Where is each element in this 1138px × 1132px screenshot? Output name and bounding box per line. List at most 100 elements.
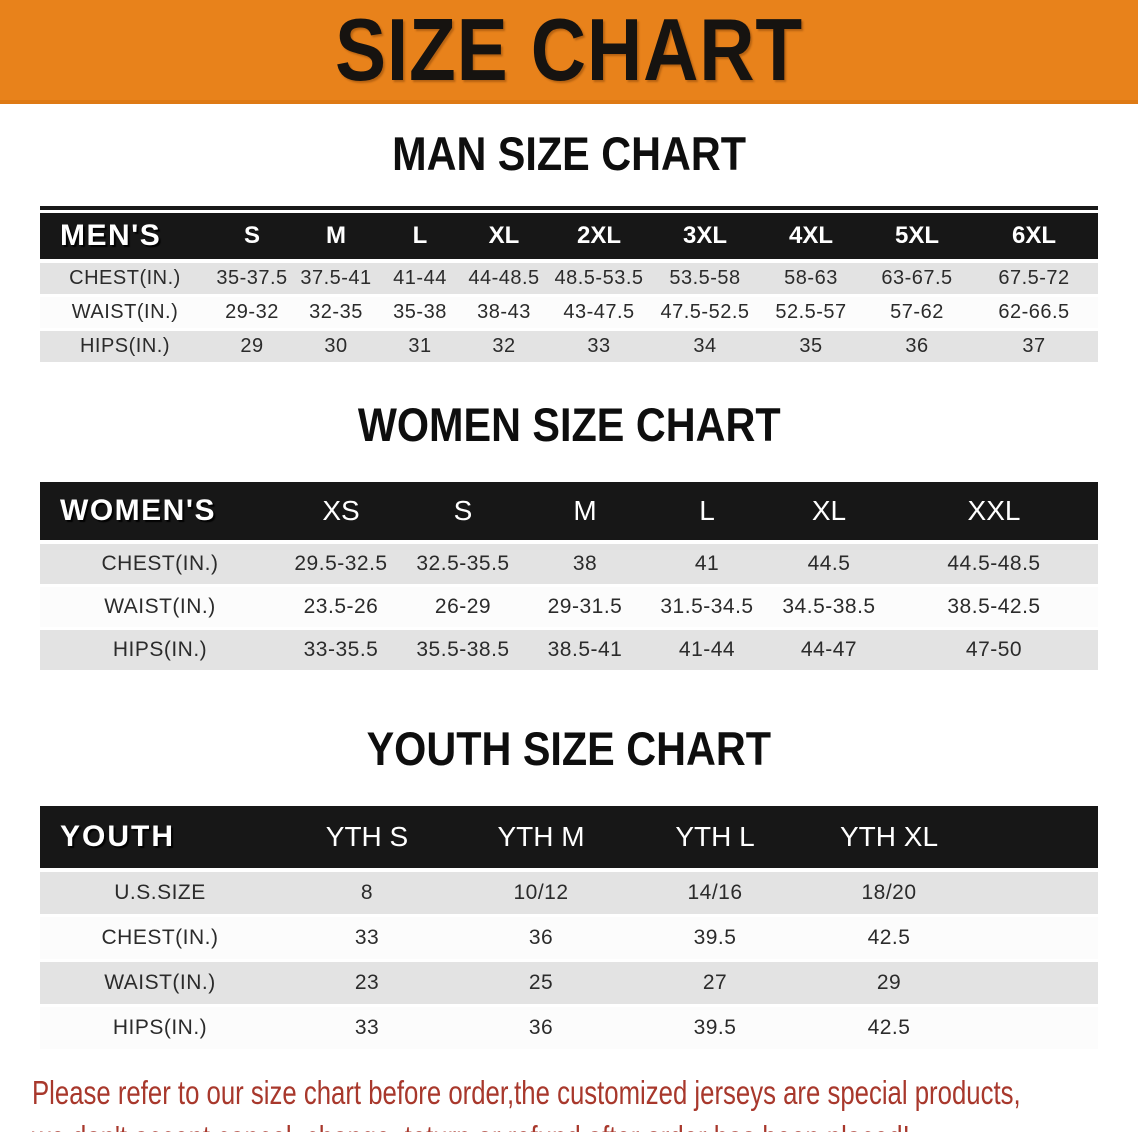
row-label-cell: HIPS(IN.) <box>40 1007 280 1052</box>
women-section-title: WOMEN SIZE CHART <box>0 399 1138 460</box>
value-cell: 29 <box>210 331 294 365</box>
value-cell: 67.5-72 <box>970 263 1098 297</box>
row-label-cell: U.S.SIZE <box>40 872 280 917</box>
value-cell: 29-32 <box>210 297 294 331</box>
youth-section-title-text: YOUTH SIZE CHART <box>366 722 772 775</box>
table-header-row: WOMEN'S XS S M L XL XXL <box>40 482 1098 544</box>
youth-size-table: YOUTH YTH S YTH M YTH L YTH XL U.S.SIZE 8 10/12… <box>40 806 1098 1052</box>
table-row: CHEST(IN.) 29.5-32.5 32.5-35.5 38 41 44.5 44.5… <box>40 544 1098 587</box>
value-cell: 38.5-41 <box>524 630 646 673</box>
value-cell: 48.5-53.5 <box>546 263 652 297</box>
table-row: CHEST(IN.) 33 36 39.5 42.5 <box>40 917 1098 962</box>
value-cell: 38-43 <box>462 297 546 331</box>
value-cell: 32.5-35.5 <box>402 544 524 587</box>
spacer-cell <box>976 872 1098 917</box>
value-cell: 33-35.5 <box>280 630 402 673</box>
group-label-cell: YOUTH <box>40 806 280 872</box>
value-cell: 38 <box>524 544 646 587</box>
column-header-cell: S <box>210 213 294 263</box>
value-cell: 38.5-42.5 <box>890 587 1098 630</box>
value-cell: 31.5-34.5 <box>646 587 768 630</box>
value-cell: 44.5 <box>768 544 890 587</box>
table-row: WAIST(IN.) 29-32 32-35 35-38 38-43 43-47.5 47.… <box>40 297 1098 331</box>
value-cell: 44.5-48.5 <box>890 544 1098 587</box>
value-cell: 35-38 <box>378 297 462 331</box>
value-cell: 42.5 <box>802 917 976 962</box>
column-header-cell: XL <box>462 213 546 263</box>
column-header-cell: YTH XL <box>802 806 976 872</box>
value-cell: 41-44 <box>646 630 768 673</box>
men-section-title-text: MAN SIZE CHART <box>392 127 746 180</box>
women-section-title-text: WOMEN SIZE CHART <box>357 398 781 451</box>
value-cell: 30 <box>294 331 378 365</box>
value-cell: 36 <box>454 917 628 962</box>
value-cell: 23.5-26 <box>280 587 402 630</box>
value-cell: 36 <box>454 1007 628 1052</box>
value-cell: 52.5-57 <box>758 297 864 331</box>
row-label-cell: CHEST(IN.) <box>40 917 280 962</box>
value-cell: 29-31.5 <box>524 587 646 630</box>
value-cell: 32-35 <box>294 297 378 331</box>
value-cell: 53.5-58 <box>652 263 758 297</box>
women-size-table: WOMEN'S XS S M L XL XXL CHEST(IN.) 29.5-32.5 32.5… <box>40 482 1098 673</box>
value-cell: 39.5 <box>628 1007 802 1052</box>
column-header-cell: L <box>646 482 768 544</box>
column-header-cell: YTH S <box>280 806 454 872</box>
value-cell: 41 <box>646 544 768 587</box>
value-cell: 35 <box>758 331 864 365</box>
value-cell: 44-47 <box>768 630 890 673</box>
value-cell: 34 <box>652 331 758 365</box>
group-label-cell: MEN'S <box>40 213 210 263</box>
column-header-cell: XL <box>768 482 890 544</box>
spacer-cell <box>976 917 1098 962</box>
table-row: HIPS(IN.) 33 36 39.5 42.5 <box>40 1007 1098 1052</box>
column-header-cell: YTH L <box>628 806 802 872</box>
table-row: HIPS(IN.) 33-35.5 35.5-38.5 38.5-41 41-44 44-… <box>40 630 1098 673</box>
table-header-row: MEN'S S M L XL 2XL 3XL 4XL 5XL 6XL <box>40 213 1098 263</box>
column-header-cell: S <box>402 482 524 544</box>
table-row: WAIST(IN.) 23.5-26 26-29 29-31.5 31.5-34.5 34… <box>40 587 1098 630</box>
value-cell: 32 <box>462 331 546 365</box>
value-cell: 27 <box>628 962 802 1007</box>
column-header-cell: YTH M <box>454 806 628 872</box>
value-cell: 34.5-38.5 <box>768 587 890 630</box>
disclaimer-line-1: Please refer to our size chart before or… <box>32 1074 1021 1111</box>
value-cell: 41-44 <box>378 263 462 297</box>
row-label-cell: CHEST(IN.) <box>40 263 210 297</box>
column-header-cell: L <box>378 213 462 263</box>
value-cell: 57-62 <box>864 297 970 331</box>
section-women: WOMEN SIZE CHART WOMEN'S XS S M L XL XXL CHEST(… <box>0 399 1138 673</box>
value-cell: 33 <box>280 1007 454 1052</box>
column-header-cell: XS <box>280 482 402 544</box>
column-header-cell: 5XL <box>864 213 970 263</box>
row-label-cell: WAIST(IN.) <box>40 587 280 630</box>
section-men: MAN SIZE CHART MEN'S S M L XL 2XL 3XL 4XL 5XL 6XL… <box>0 128 1138 365</box>
row-label-cell: WAIST(IN.) <box>40 962 280 1007</box>
disclaimer: Please refer to our size chart before or… <box>0 1070 1138 1132</box>
value-cell: 33 <box>280 917 454 962</box>
value-cell: 58-63 <box>758 263 864 297</box>
column-header-cell: M <box>524 482 646 544</box>
value-cell: 29.5-32.5 <box>280 544 402 587</box>
spacer-cell <box>976 1007 1098 1052</box>
disclaimer-line-2: we don't accept cancel, change, teturn o… <box>32 1115 910 1132</box>
banner: SIZE CHART <box>0 0 1138 104</box>
value-cell: 37.5-41 <box>294 263 378 297</box>
column-header-cell: 3XL <box>652 213 758 263</box>
value-cell: 29 <box>802 962 976 1007</box>
value-cell: 47-50 <box>890 630 1098 673</box>
table-header-row: YOUTH YTH S YTH M YTH L YTH XL <box>40 806 1098 872</box>
value-cell: 44-48.5 <box>462 263 546 297</box>
youth-section-title: YOUTH SIZE CHART <box>0 723 1138 784</box>
spacer-cell <box>976 806 1098 872</box>
value-cell: 10/12 <box>454 872 628 917</box>
table-row: CHEST(IN.) 35-37.5 37.5-41 41-44 44-48.5 48.5… <box>40 263 1098 297</box>
banner-title: SIZE CHART <box>334 0 804 99</box>
value-cell: 43-47.5 <box>546 297 652 331</box>
row-label-cell: HIPS(IN.) <box>40 630 280 673</box>
value-cell: 35.5-38.5 <box>402 630 524 673</box>
table-row: U.S.SIZE 8 10/12 14/16 18/20 <box>40 872 1098 917</box>
value-cell: 47.5-52.5 <box>652 297 758 331</box>
value-cell: 62-66.5 <box>970 297 1098 331</box>
